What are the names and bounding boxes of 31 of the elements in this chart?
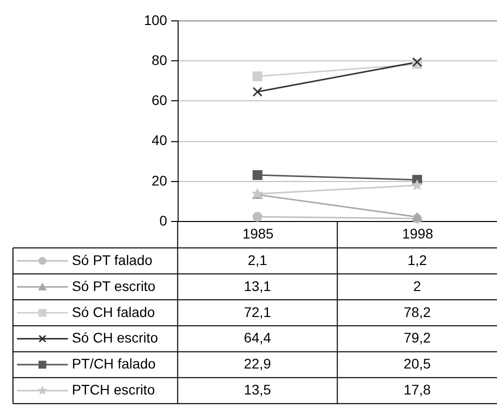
- y-tick-label: 0: [159, 212, 168, 228]
- y-tick-label: 60: [152, 92, 168, 108]
- legend-label: Só CH falado: [72, 304, 156, 320]
- data-label: 2: [413, 278, 422, 294]
- data-label: 78,2: [404, 304, 431, 320]
- y-tick-label: 100: [144, 12, 168, 28]
- data-label: 2,1: [248, 252, 268, 268]
- point: [412, 180, 422, 190]
- data-label: 22,9: [244, 356, 272, 372]
- point: [252, 170, 262, 180]
- y-tick-label: 20: [152, 172, 168, 188]
- data-label: 13,5: [244, 382, 272, 398]
- data-label: 20,5: [404, 356, 431, 372]
- point: [252, 212, 262, 222]
- legend-label: Só CH escrito: [72, 330, 158, 346]
- y-tick-label: 80: [152, 52, 168, 68]
- data-label: 1,2: [407, 252, 428, 268]
- x-tick-label: 1985: [242, 225, 274, 242]
- x-tick-label: 1998: [402, 225, 434, 242]
- data-label: 72,1: [244, 304, 272, 320]
- data-label: 17,8: [404, 382, 431, 398]
- y-tick-label: 40: [152, 132, 168, 148]
- point: [252, 71, 262, 82]
- data-label: 13,1: [244, 278, 272, 294]
- legend-label: PT/CH falado: [72, 356, 156, 372]
- legend-label: Só PT falado: [72, 252, 153, 268]
- point: [252, 86, 262, 97]
- data-label: 64,4: [244, 330, 272, 346]
- legend-label: PTCH escrito: [72, 382, 156, 398]
- data-label: 79,2: [404, 330, 431, 346]
- legend-label: Só PT escrito: [72, 278, 156, 294]
